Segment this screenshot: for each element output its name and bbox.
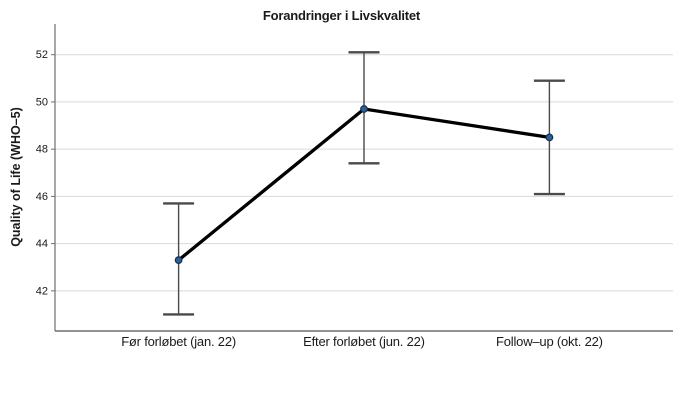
- y-tick-label: 50: [36, 96, 48, 108]
- y-tick-label: 44: [36, 238, 48, 250]
- x-category-label: Efter forløbet (jun. 22): [303, 334, 425, 349]
- x-category-label: Follow–up (okt. 22): [496, 334, 603, 349]
- y-axis-title: Quality of Life (WHO–5): [9, 107, 23, 247]
- x-category-label: Før forløbet (jan. 22): [121, 334, 236, 349]
- y-tick-label: 52: [36, 49, 48, 61]
- data-point-marker: [360, 105, 368, 113]
- y-tick-label: 42: [36, 285, 48, 297]
- y-tick-label: 46: [36, 191, 48, 203]
- y-tick-label: 48: [36, 144, 48, 156]
- chart-title: Forandringer i Livskvalitet: [262, 8, 421, 23]
- data-point-marker: [545, 133, 554, 142]
- data-point-marker: [174, 256, 183, 265]
